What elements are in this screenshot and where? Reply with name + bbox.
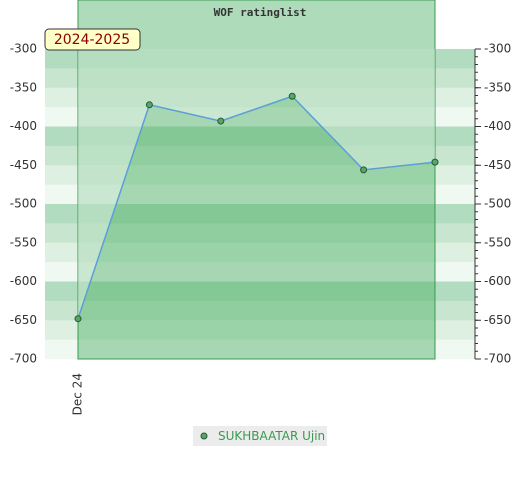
line-area [78, 49, 435, 319]
stripe [45, 68, 475, 89]
legend-box [193, 426, 327, 446]
y2-tick-label: -700 [484, 352, 511, 366]
y-tick-label: -400 [10, 119, 37, 133]
point [217, 117, 225, 125]
y-tick-label: -450 [10, 158, 37, 172]
y2-tick-label: -600 [484, 274, 511, 288]
stripe [45, 223, 475, 244]
stripe [45, 49, 475, 69]
stripe [45, 184, 475, 205]
annotation-box [44, 28, 141, 51]
point [288, 92, 296, 100]
stripe [45, 126, 475, 147]
stripe [45, 87, 475, 108]
stripe [45, 145, 475, 166]
y2-tick-label: -300 [484, 42, 511, 56]
legend-marker [200, 432, 208, 440]
y2-tick-label: -550 [484, 235, 511, 249]
season-highlight [77, 0, 436, 360]
stripe [45, 320, 475, 340]
annotation: 2024-2025 [54, 32, 130, 48]
legend-label: SUKHBAATAR Ujin [218, 429, 325, 443]
point [431, 158, 439, 166]
point [360, 166, 368, 174]
chart-title: WOF ratinglist [214, 6, 307, 19]
stripe [45, 107, 475, 127]
line [77, 95, 436, 319]
plot-background [45, 0, 475, 360]
point [74, 315, 82, 323]
y-tick-label: -350 [10, 80, 37, 94]
y2-tick-label: -400 [484, 119, 511, 133]
stripe [45, 262, 475, 282]
y-tick-label: -600 [10, 274, 37, 288]
x-tick-label: Dec 24 [71, 373, 85, 415]
y2-tick-label: -500 [484, 197, 511, 211]
y-tick-label: -550 [10, 235, 37, 249]
stripe [45, 281, 475, 302]
stripe [45, 204, 475, 224]
y2-tick-label: -650 [484, 313, 511, 327]
y2-tick-label: -450 [484, 158, 511, 172]
y-tick-label: -700 [10, 352, 37, 366]
stripe [45, 242, 475, 263]
y-tick-label: -650 [10, 313, 37, 327]
stripe [45, 300, 475, 321]
y-tick-label: -300 [10, 42, 37, 56]
point [145, 101, 153, 109]
stripe [45, 339, 475, 360]
y-tick-label: -500 [10, 197, 37, 211]
y2-tick-label: -350 [484, 80, 511, 94]
